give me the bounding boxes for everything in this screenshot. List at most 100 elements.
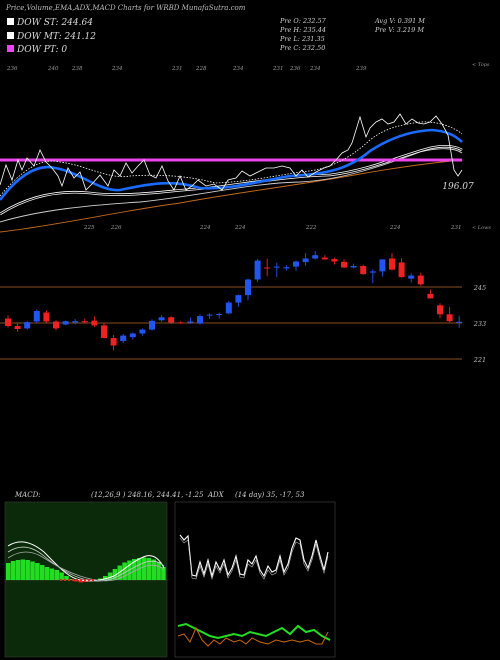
macd-histogram-bar xyxy=(141,557,147,580)
candle-body-up xyxy=(149,320,155,330)
tops-axis-label: 234 xyxy=(232,66,244,72)
tops-axis-tag: < Tops xyxy=(472,62,490,68)
candle-body-up xyxy=(187,321,194,323)
ema-dotted xyxy=(0,121,463,197)
candle-body-up xyxy=(273,266,280,268)
stat-pre-close: Pre C: 232.50 xyxy=(279,44,325,52)
candle-body-down xyxy=(321,257,328,260)
candle-body-down xyxy=(81,321,88,323)
candle xyxy=(62,320,69,326)
candle-body-down xyxy=(360,266,367,275)
candle xyxy=(350,263,357,269)
candle xyxy=(254,258,261,282)
adx-label: ADX xyxy=(207,491,225,499)
price-level-label: 233 xyxy=(473,320,486,328)
lows-axis-tag: < Lows xyxy=(472,225,491,231)
macd-histogram-bar xyxy=(156,562,161,580)
macd-histogram-bar xyxy=(107,572,113,580)
candle xyxy=(446,307,453,323)
macd-histogram-bar xyxy=(132,559,137,580)
macd-histogram-bar xyxy=(64,576,69,580)
macd-histogram-bar xyxy=(122,562,127,580)
candle-body-up xyxy=(72,321,79,323)
candle xyxy=(187,317,194,324)
macd-histogram-bar xyxy=(10,561,16,580)
legend-swatch-st xyxy=(7,18,14,25)
ema-slow-double-inner xyxy=(0,145,463,215)
macd-histogram-bar xyxy=(59,572,64,580)
macd-histogram-bar xyxy=(112,569,118,580)
candle-body-up xyxy=(369,271,376,273)
candle-body-down xyxy=(341,261,347,268)
macd-params: (12,26,9 ) 248.16, 244.41, -1.25 xyxy=(91,491,204,499)
candle xyxy=(245,278,251,301)
macd-histogram-bar xyxy=(69,579,74,580)
candle-body-down xyxy=(417,275,424,285)
candle-body-down xyxy=(437,305,443,315)
candle-body-up xyxy=(293,261,299,267)
legend-swatch-mt xyxy=(7,32,14,39)
candle-body-up xyxy=(408,275,415,279)
candle xyxy=(91,316,98,328)
candle-body-up xyxy=(120,335,127,341)
candle xyxy=(206,313,213,319)
price-line xyxy=(0,113,463,191)
candle xyxy=(216,312,223,319)
candle xyxy=(197,314,203,325)
macd-histogram-bar xyxy=(20,559,26,580)
tops-axis-label: 236 xyxy=(6,66,18,72)
tops-axis-label: 239 xyxy=(355,66,367,72)
candle-body-up xyxy=(235,295,242,303)
candle xyxy=(139,328,146,336)
price-levels: 245 233 221 xyxy=(0,284,486,364)
candle xyxy=(120,334,127,344)
ema-tag-value: 196.07 xyxy=(442,182,474,192)
candle-body-down xyxy=(101,325,107,338)
candle xyxy=(437,303,443,319)
candle xyxy=(312,251,319,260)
ema-slow-double xyxy=(0,144,463,216)
stat-avg-volume: Avg V: 0.391 M xyxy=(374,17,425,25)
adx-di-plus-line xyxy=(177,626,329,647)
candle-body-up xyxy=(33,311,40,322)
candle xyxy=(283,265,290,271)
macd-histogram-bar xyxy=(146,558,152,580)
candle xyxy=(225,301,232,315)
candle-body-up xyxy=(197,316,203,324)
macd-histogram-bar xyxy=(54,570,60,580)
lows-axis-label: 224 xyxy=(234,225,246,231)
ema-thin-orange xyxy=(0,159,463,233)
lows-axis-label: 222 xyxy=(305,225,317,231)
tops-axis-label: 240 xyxy=(47,66,59,72)
adx-di-minus-line xyxy=(179,534,329,579)
macd-histogram-bar xyxy=(44,567,50,580)
candle-body-down xyxy=(110,338,117,346)
candle-body-up xyxy=(139,329,146,334)
candle-body-up xyxy=(350,266,357,268)
candle-body-down xyxy=(264,267,271,269)
lows-axis: 225 226 224 224 222 224 231 xyxy=(83,225,462,231)
candle xyxy=(101,323,107,339)
price-level-label: 221 xyxy=(473,356,486,364)
tops-axis-label: 236 xyxy=(289,66,301,72)
adx-params: (14 day) 35, -17, 53 xyxy=(235,491,305,499)
lows-axis-label: 224 xyxy=(389,225,401,231)
candle xyxy=(129,332,136,340)
macd-histogram-bar xyxy=(161,567,166,580)
macd-signal-line-2 xyxy=(7,551,165,582)
macd-panel xyxy=(4,501,168,658)
adx-line xyxy=(177,622,331,641)
macd-signal-line xyxy=(7,546,165,582)
candle-body-up xyxy=(283,267,290,269)
tops-axis-label: 234 xyxy=(309,66,321,72)
candle-body-up xyxy=(225,302,232,314)
candle xyxy=(81,318,88,324)
chart-title: Price,Volume,EMA,ADX,MACD Charts for WRB… xyxy=(5,4,246,12)
candle xyxy=(168,316,175,324)
candle xyxy=(379,259,386,277)
candle xyxy=(235,294,242,307)
candle xyxy=(177,321,184,324)
candle xyxy=(264,258,271,277)
candle-body-up xyxy=(302,258,309,263)
tops-axis-label: 231 xyxy=(171,66,183,72)
